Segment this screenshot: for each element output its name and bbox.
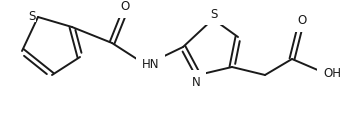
Text: N: N bbox=[192, 76, 200, 89]
Text: O: O bbox=[297, 14, 307, 27]
Text: S: S bbox=[210, 7, 218, 20]
Text: OH: OH bbox=[323, 67, 341, 80]
Text: HN: HN bbox=[142, 57, 159, 70]
Text: S: S bbox=[28, 9, 36, 22]
Text: O: O bbox=[120, 0, 130, 13]
